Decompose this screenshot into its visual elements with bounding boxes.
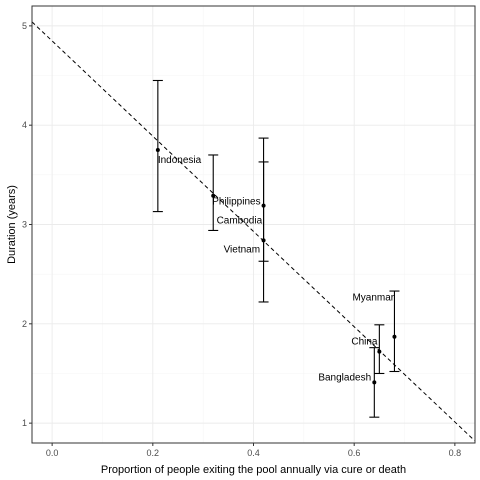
point-label: Philippines [212,197,260,208]
error-bar [152,79,163,213]
x-tick-label: 0.0 [46,448,59,458]
x-tick-label: 0.2 [147,448,160,458]
y-tick-label: 1 [22,418,27,428]
data-point [211,193,216,198]
data-point [372,380,377,385]
x-axis: 0.0 0.2 0.4 0.6 0.8 [46,443,461,458]
point-label: Cambodia [217,216,263,227]
x-tick-label: 0.8 [449,448,462,458]
data-point [261,203,266,208]
reference-line-group [31,21,476,442]
x-tick-label: 0.4 [247,448,260,458]
point-label: China [351,337,378,348]
data-point [261,238,266,243]
data-points [155,148,397,385]
point-label: Bangladesh [318,372,371,383]
data-point [155,148,160,153]
error-bar [374,324,385,375]
y-tick-label: 5 [22,21,27,31]
dashed-reference-line [31,21,476,442]
grid-lines [32,6,475,443]
x-axis-title: Proportion of people exiting the pool an… [101,464,406,476]
point-label: Myanmar [352,293,394,304]
y-tick-label: 3 [22,220,27,230]
y-tick-label: 4 [22,120,27,130]
error-bar [389,290,400,373]
error-bar [258,161,269,303]
y-tick-label: 2 [22,319,27,329]
error-bar [208,154,219,232]
point-label: Indonesia [158,155,202,166]
y-axis-title: Duration (years) [6,185,18,264]
point-label: Vietnam [224,244,261,255]
error-bars [152,79,400,418]
data-point [392,334,397,339]
data-point [377,349,382,354]
point-labels: Indonesia Philippines Cambodia Vietnam Myanm… [158,155,395,383]
x-tick-label: 0.6 [348,448,361,458]
y-axis: 1 2 3 4 5 [22,21,32,428]
